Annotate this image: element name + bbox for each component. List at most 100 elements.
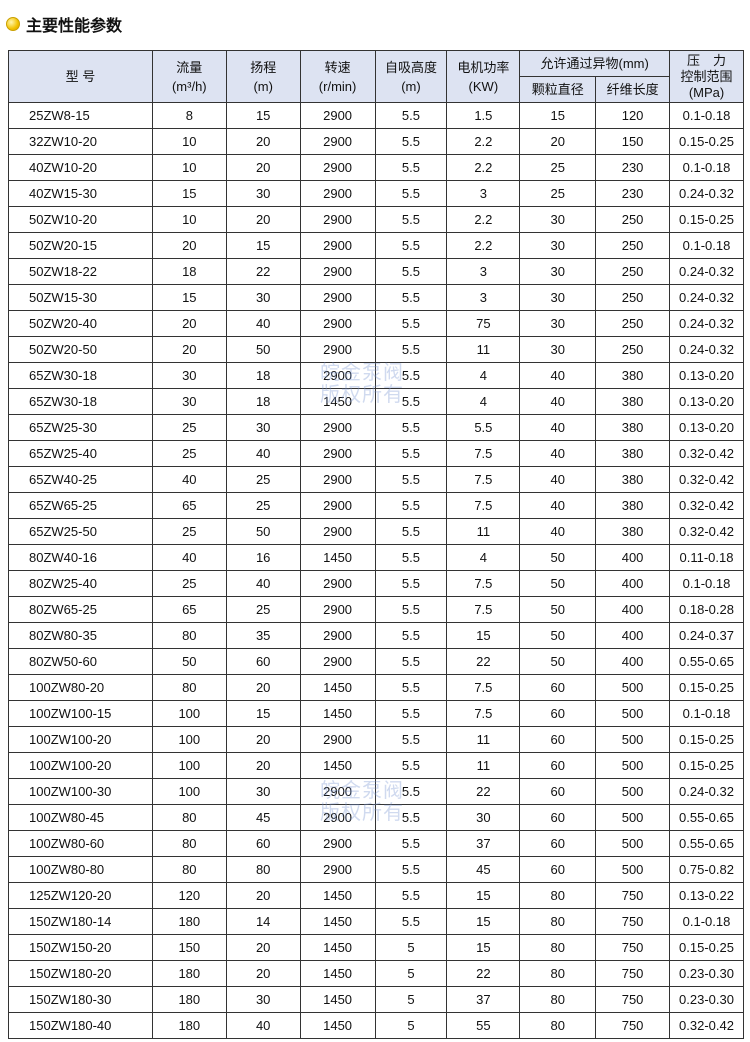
cell-suction: 5.5 [374, 804, 448, 831]
cell-model: 50ZW20-15 [8, 232, 153, 259]
cell-head: 16 [225, 544, 301, 571]
cell-particle: 30 [519, 206, 597, 233]
cell-speed: 2900 [299, 310, 376, 337]
cell-particle: 50 [519, 596, 597, 623]
cell-pressure: 0.11-0.18 [669, 544, 744, 571]
cell-fiber: 400 [595, 544, 671, 571]
cell-flow: 10 [151, 128, 227, 155]
cell-model: 80ZW65-25 [8, 596, 153, 623]
cell-flow: 80 [151, 856, 227, 883]
cell-model: 100ZW100-30 [8, 778, 153, 805]
cell-model: 65ZW25-50 [8, 518, 153, 545]
cell-power: 2.2 [446, 154, 521, 181]
cell-head: 25 [225, 596, 301, 623]
cell-pressure: 0.24-0.32 [669, 778, 744, 805]
cell-pressure: 0.1-0.18 [669, 700, 744, 727]
cell-speed: 2900 [299, 804, 376, 831]
cell-head: 15 [225, 102, 301, 129]
cell-particle: 80 [519, 908, 597, 935]
cell-fiber: 250 [595, 258, 671, 285]
cell-suction: 5.5 [374, 726, 448, 753]
cell-suction: 5.5 [374, 518, 448, 545]
cell-suction: 5.5 [374, 856, 448, 883]
cell-speed: 1450 [299, 934, 376, 961]
cell-speed: 1450 [299, 960, 376, 987]
cell-model: 150ZW150-20 [8, 934, 153, 961]
cell-particle: 50 [519, 544, 597, 571]
header-head: 扬程 (m) [225, 50, 301, 103]
cell-head: 40 [225, 1012, 301, 1039]
cell-model: 100ZW100-20 [8, 726, 153, 753]
cell-model: 40ZW10-20 [8, 154, 153, 181]
cell-head: 40 [225, 310, 301, 337]
cell-power: 37 [446, 986, 521, 1013]
cell-power: 37 [446, 830, 521, 857]
cell-fiber: 500 [595, 674, 671, 701]
table-row: 50ZW15-30 15 30 2900 5.5 3 30 250 0.24-0.32 [8, 284, 744, 311]
cell-power: 7.5 [446, 570, 521, 597]
cell-particle: 50 [519, 648, 597, 675]
header-model: 型 号 [8, 50, 153, 103]
table-row: 25ZW8-15 8 15 2900 5.5 1.5 15 120 0.1-0.18 [8, 102, 744, 129]
cell-particle: 80 [519, 934, 597, 961]
table-row: 50ZW20-15 20 15 2900 5.5 2.2 30 250 0.1-0.18 [8, 232, 744, 259]
cell-speed: 2900 [299, 180, 376, 207]
cell-particle: 30 [519, 232, 597, 259]
cell-pressure: 0.18-0.28 [669, 596, 744, 623]
cell-suction: 5.5 [374, 128, 448, 155]
cell-fiber: 150 [595, 128, 671, 155]
cell-flow: 100 [151, 752, 227, 779]
cell-flow: 40 [151, 466, 227, 493]
cell-pressure: 0.1-0.18 [669, 232, 744, 259]
cell-particle: 80 [519, 986, 597, 1013]
cell-flow: 30 [151, 362, 227, 389]
cell-pressure: 0.13-0.20 [669, 414, 744, 441]
cell-pressure: 0.24-0.37 [669, 622, 744, 649]
cell-suction: 5.5 [374, 440, 448, 467]
table-row: 50ZW20-40 20 40 2900 5.5 75 30 250 0.24-0.32 [8, 310, 744, 337]
cell-flow: 80 [151, 622, 227, 649]
cell-speed: 2900 [299, 414, 376, 441]
cell-speed: 2900 [299, 206, 376, 233]
cell-fiber: 500 [595, 804, 671, 831]
cell-power: 7.5 [446, 492, 521, 519]
performance-table: 型 号 流量 (m³/h) 扬程 (m) 转速 (r/min) 自吸高度 (m) 电机功… [8, 50, 744, 1039]
cell-pressure: 0.24-0.32 [669, 336, 744, 363]
cell-head: 20 [225, 752, 301, 779]
cell-power: 22 [446, 778, 521, 805]
cell-speed: 2900 [299, 570, 376, 597]
cell-speed: 2900 [299, 154, 376, 181]
cell-fiber: 750 [595, 1012, 671, 1039]
table-row: 65ZW30-18 30 18 2900 5.5 4 40 380 0.13-0.20 [8, 362, 744, 389]
cell-head: 15 [225, 232, 301, 259]
cell-head: 30 [225, 180, 301, 207]
cell-pressure: 0.1-0.18 [669, 908, 744, 935]
table-row: 150ZW180-14 180 14 1450 5.5 15 80 750 0.1-0.18 [8, 908, 744, 935]
cell-particle: 60 [519, 752, 597, 779]
cell-pressure: 0.24-0.32 [669, 310, 744, 337]
cell-pressure: 0.1-0.18 [669, 102, 744, 129]
table-row: 100ZW80-45 80 45 2900 5.5 30 60 500 0.55-0.65 [8, 804, 744, 831]
cell-pressure: 0.15-0.25 [669, 934, 744, 961]
cell-pressure: 0.23-0.30 [669, 960, 744, 987]
cell-particle: 40 [519, 466, 597, 493]
cell-suction: 5 [374, 1012, 448, 1039]
cell-flow: 25 [151, 414, 227, 441]
cell-head: 80 [225, 856, 301, 883]
cell-fiber: 750 [595, 882, 671, 909]
cell-power: 75 [446, 310, 521, 337]
table-row: 150ZW180-20 180 20 1450 5 22 80 750 0.23-0.30 [8, 960, 744, 987]
cell-flow: 180 [151, 960, 227, 987]
cell-fiber: 750 [595, 986, 671, 1013]
table-row: 100ZW80-80 80 80 2900 5.5 45 60 500 0.75-0.82 [8, 856, 744, 883]
cell-model: 125ZW120-20 [8, 882, 153, 909]
cell-speed: 2900 [299, 726, 376, 753]
cell-suction: 5.5 [374, 700, 448, 727]
header-fiber: 纤维长度 [595, 76, 671, 103]
cell-speed: 2900 [299, 362, 376, 389]
cell-speed: 1450 [299, 908, 376, 935]
cell-suction: 5 [374, 934, 448, 961]
table-row: 65ZW25-40 25 40 2900 5.5 7.5 40 380 0.32-0.42 [8, 440, 744, 467]
cell-pressure: 0.13-0.20 [669, 388, 744, 415]
cell-flow: 25 [151, 518, 227, 545]
